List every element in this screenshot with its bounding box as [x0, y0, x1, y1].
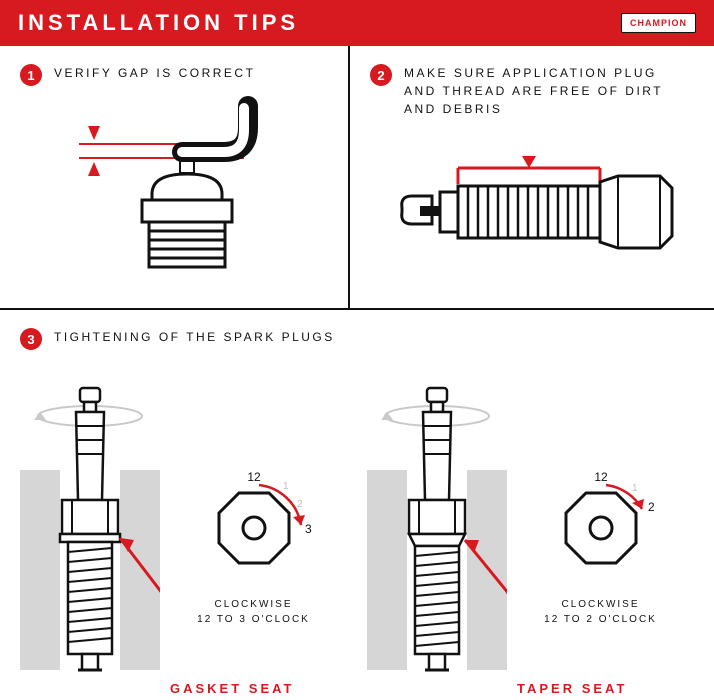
panel-step-3: 3 TIGHTENING OF THE SPARK PLUGS — [0, 310, 714, 690]
taper-seat-column: 12 1 2 CLOCKWISE 12 TO 2 O'CLOCK TAPER S… — [367, 360, 694, 690]
dial-faint-2: 2 — [297, 499, 303, 510]
spark-plug-taper — [367, 370, 507, 690]
clock-dial-gasket: 12 1 2 3 — [189, 463, 319, 583]
panel-step-1: 1 VERIFY GAP IS CORRECT — [0, 46, 350, 308]
top-grid: 1 VERIFY GAP IS CORRECT — [0, 46, 714, 308]
gasket-seat-label: GASKET SEAT — [170, 681, 295, 696]
gap-illustration — [34, 96, 314, 276]
header-bar: INSTALLATION TIPS CHAMPION — [0, 0, 714, 46]
taper-seat-label: TAPER SEAT — [517, 681, 627, 696]
dial-3: 3 — [305, 522, 312, 536]
panel-step-2: 2 MAKE SURE APPLICATION PLUG AND THREAD … — [350, 46, 714, 308]
gasket-seat-column: 12 1 2 3 CLOCKWISE 12 TO 3 O'CLOCK GASKE… — [20, 360, 347, 690]
dial-faint-1: 1 — [632, 483, 638, 494]
step-number-1: 1 — [20, 64, 42, 86]
step-text-2: MAKE SURE APPLICATION PLUG AND THREAD AR… — [404, 64, 694, 118]
dial-12: 12 — [247, 470, 261, 484]
step-number-3: 3 — [20, 328, 42, 350]
dial-2: 2 — [648, 500, 655, 514]
page-title: INSTALLATION TIPS — [18, 10, 299, 36]
dial-caption-gasket: CLOCKWISE 12 TO 3 O'CLOCK — [197, 597, 310, 627]
clock-dial-taper: 12 1 2 — [536, 463, 666, 583]
step-text-1: VERIFY GAP IS CORRECT — [54, 64, 255, 82]
step-number-2: 2 — [370, 64, 392, 86]
spark-plug-gasket — [20, 370, 160, 690]
step-text-3: TIGHTENING OF THE SPARK PLUGS — [54, 328, 335, 346]
dial-caption-taper: CLOCKWISE 12 TO 2 O'CLOCK — [544, 597, 657, 627]
dial-faint-1: 1 — [283, 481, 289, 492]
thread-illustration — [372, 138, 692, 288]
brand-badge: CHAMPION — [621, 13, 696, 33]
dial-12: 12 — [594, 470, 608, 484]
